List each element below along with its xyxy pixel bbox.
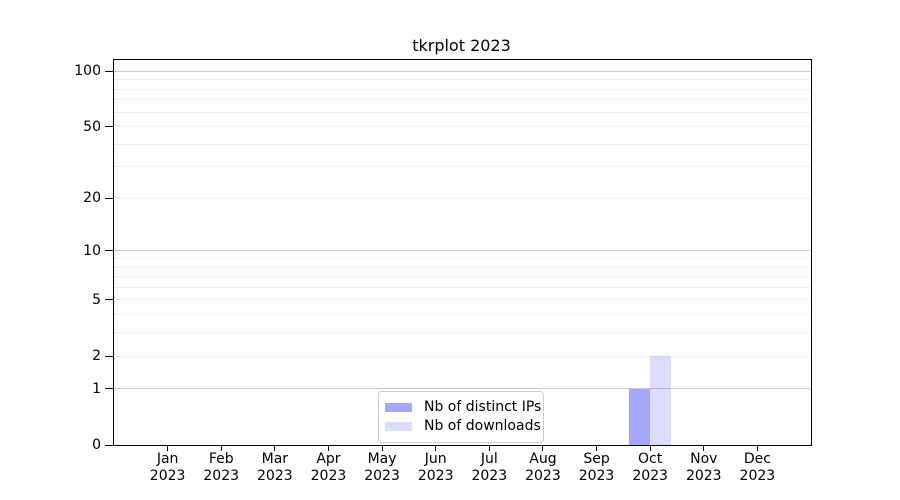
y-tick-label-10: 10 [83,242,101,259]
x-tick-label-year: 2023 [578,468,615,484]
x-tick-label-year: 2023 [417,468,454,484]
x-axis: Jan 2023 Feb 2023 Mar 2023 Apr 2023 May 2023 Jun 20… [114,60,811,484]
y-tick-50 [105,126,113,128]
x-tick-label-month: Apr [316,451,341,467]
x-tick-label-jun: Jun 2023 [406,451,466,485]
x-tick-label-nov: Nov 2023 [674,451,734,485]
legend-swatch-distinct-ips [385,403,412,412]
y-tick-5 [105,299,113,301]
y-tick-100 [105,70,113,72]
gridline-minor-50 [114,126,811,128]
y-tick-label-5: 5 [92,291,101,308]
y-tick-0 [105,444,113,446]
x-tick-nov [703,445,705,451]
x-tick-jul [488,445,490,451]
legend-item-downloads: Nb of downloads [385,417,541,436]
legend-swatch-downloads [385,422,412,431]
x-tick-label-month: Sep [583,451,610,467]
legend-label-distinct-ips: Nb of distinct IPs [424,399,542,415]
y-tick-label-2: 2 [92,348,101,365]
x-tick-label-jan: Jan 2023 [138,451,198,485]
y-tick-label-50: 50 [83,118,101,135]
gridline-minor-6 [114,286,811,288]
gridline-minor-7 [114,276,811,278]
x-tick-may [381,445,383,451]
gridline-minor-8 [114,266,811,268]
x-tick-label-month: Feb [208,451,234,467]
x-tick-label-mar: Mar 2023 [245,451,305,485]
legend-label-downloads: Nb of downloads [424,418,541,434]
x-tick-label-year: 2023 [685,468,722,484]
gridline-minor-5 [114,299,811,301]
x-tick-mar [274,445,276,451]
x-tick-label-month: Jul [480,451,498,467]
x-tick-label-jul: Jul 2023 [459,451,519,485]
y-tick-20 [105,197,113,199]
x-tick-label-aug: Aug 2023 [513,451,573,485]
gridline-minor-80 [114,88,811,90]
x-tick-label-month: Jan [156,451,179,467]
x-tick-aug [542,445,544,451]
x-tick-oct [649,445,651,451]
x-tick-label-month: Nov [690,451,718,467]
legend-item-distinct-ips: Nb of distinct IPs [385,398,541,417]
y-tick-2 [105,355,113,357]
x-tick-feb [220,445,222,451]
x-tick-jan [167,445,169,451]
x-tick-label-month: Aug [529,451,557,467]
x-tick-label-month: Dec [743,451,771,467]
x-tick-jun [435,445,437,451]
x-tick-sep [596,445,598,451]
y-axis: 0 1 2 5 10 20 50 100 [74,60,811,453]
gridline-minor-30 [114,166,811,168]
x-tick-label-month: Jun [424,451,447,467]
y-tick-label-0: 0 [92,437,101,453]
gridline-major-100 [114,70,811,72]
x-tick-label-year: 2023 [203,468,240,484]
plot-area: 0 1 2 5 10 20 50 100 Jan 2023 Feb 2023 Mar 2023 Apr 20… [74,59,812,484]
gridline-minor-20 [114,197,811,199]
x-tick-label-year: 2023 [364,468,400,484]
x-tick-label-year: 2023 [310,468,347,484]
x-tick-label-month: Mar [261,451,289,467]
bars-layer [114,60,811,445]
x-tick-apr [327,445,329,451]
x-tick-label-feb: Feb 2023 [191,451,251,485]
x-tick-label-year: 2023 [149,468,186,484]
x-tick-label-year: 2023 [632,468,668,484]
gridline-minor-60 [114,111,811,113]
x-tick-dec [756,445,758,451]
x-tick-label-apr: Apr 2023 [298,451,358,485]
y-tick-1 [105,388,113,390]
y-tick-label-100: 100 [74,63,101,80]
x-tick-label-oct: Oct 2023 [620,451,680,485]
gridlines-layer [114,60,811,445]
gridline-minor-40 [114,143,811,145]
gridline-minor-3 [114,332,811,334]
gridline-major-1 [114,388,811,390]
x-tick-label-may: May 2023 [352,451,412,485]
x-tick-label-year: 2023 [471,468,508,484]
x-tick-label-year: 2023 [525,468,561,484]
bar-distinct-ips-oct [629,388,651,445]
x-tick-label-dec: Dec 2023 [727,451,787,485]
x-tick-label-sep: Sep 2023 [567,451,627,485]
y-tick-label-1: 1 [92,380,101,397]
y-tick-10 [105,250,113,252]
gridline-minor-4 [114,314,811,316]
gridline-minor-90 [114,79,811,81]
x-tick-label-month: Oct [638,451,663,467]
bar-downloads-oct [650,356,672,445]
legend: Nb of distinct IPs Nb of downloads [378,391,544,443]
x-tick-label-year: 2023 [739,468,776,484]
y-tick-label-20: 20 [83,190,101,207]
gridline-minor-9 [114,258,811,259]
gridline-minor-70 [114,99,811,101]
x-tick-label-month: May [367,451,397,467]
gridline-major-10 [114,250,811,252]
chart-title: tkrplot 2023 [412,36,511,55]
x-tick-label-year: 2023 [257,468,293,484]
gridline-minor-2 [114,355,811,357]
